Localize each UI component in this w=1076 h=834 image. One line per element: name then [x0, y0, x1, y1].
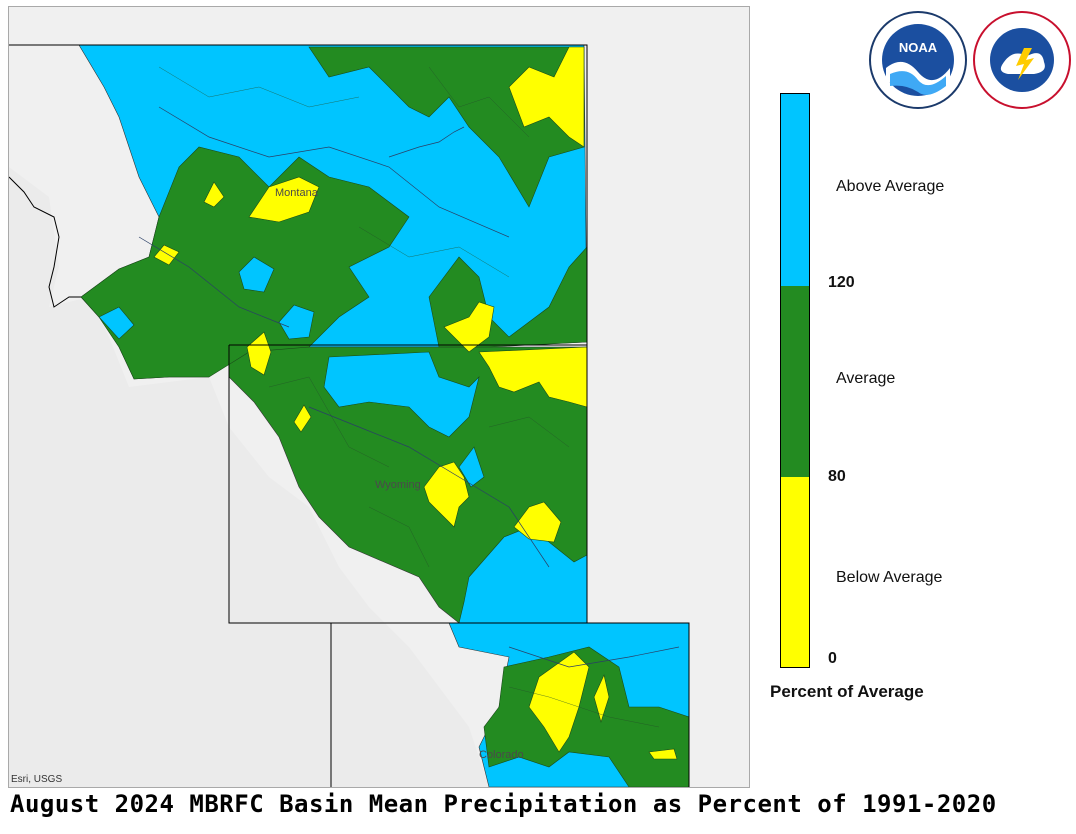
- legend-label-below: Below Average: [836, 569, 943, 586]
- zone-below: [293, 404, 312, 433]
- map-attribution: Esri, USGS: [11, 774, 63, 785]
- legend-swatch-above: [781, 94, 809, 286]
- zone-average: [80, 146, 410, 380]
- noaa-logo: NOAA: [868, 10, 968, 110]
- legend-swatch-below: [781, 477, 809, 667]
- legend-tick-80: 80: [828, 468, 846, 485]
- zone-above: [458, 446, 485, 488]
- nws-logo: [972, 10, 1072, 110]
- zone-below: [648, 748, 678, 760]
- zone-above: [98, 306, 135, 340]
- zone-above: [458, 526, 588, 624]
- map-panel[interactable]: Montana Wyoming Colorado Esri, USGS: [8, 6, 750, 788]
- legend-label-above: Above Average: [836, 178, 945, 195]
- zone-below: [508, 46, 585, 148]
- zone-above: [323, 351, 480, 438]
- zone-above: [238, 256, 275, 293]
- zone-below: [443, 301, 495, 353]
- legend-tick-0: 0: [828, 650, 837, 667]
- legend-tick-120: 120: [828, 274, 855, 291]
- river-lines: [138, 106, 680, 668]
- state-boundaries: [9, 44, 690, 787]
- legend-label-average: Average: [836, 370, 896, 387]
- zone-below: [248, 176, 320, 223]
- state-label-montana: Montana: [275, 187, 318, 199]
- legend-color-bar: [780, 93, 810, 668]
- noaa-logo-text: NOAA: [899, 40, 938, 55]
- terrain-shade: [9, 167, 489, 787]
- zone-below: [203, 181, 225, 208]
- zone-below: [423, 461, 470, 528]
- basin-map[interactable]: [9, 7, 749, 787]
- page-title: August 2024 MBRFC Basin Mean Precipitati…: [10, 790, 997, 818]
- zone-above: [278, 304, 315, 340]
- basin-boundaries: [158, 66, 660, 728]
- state-label-wyoming: Wyoming: [375, 479, 421, 491]
- zone-below: [246, 331, 272, 376]
- legend-swatch-average: [781, 286, 809, 477]
- legend-title: Percent of Average: [770, 682, 924, 701]
- zone-below: [528, 651, 590, 753]
- state-label-colorado: Colorado: [479, 749, 524, 761]
